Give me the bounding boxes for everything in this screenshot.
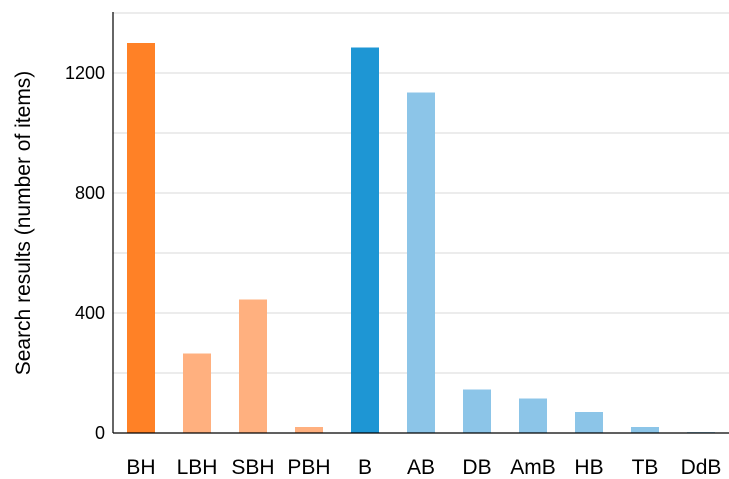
bar-sbh	[239, 299, 267, 433]
x-tick-label: TB	[632, 456, 659, 479]
y-tick-label: 0	[95, 423, 105, 443]
bar-ab	[407, 92, 435, 433]
x-tick-labels: BH LBH SBH PBH B AB DB AmB HB TB DdB	[126, 456, 721, 479]
y-tick-label: 1200	[65, 63, 105, 83]
x-tick-label: HB	[574, 456, 603, 479]
bar-b	[351, 47, 379, 433]
x-tick-label: PBH	[287, 456, 330, 479]
x-tick-label: SBH	[231, 456, 274, 479]
bars	[127, 43, 715, 433]
bar-tb	[631, 427, 659, 433]
bar-bh	[127, 43, 155, 433]
x-tick-label: LBH	[177, 456, 218, 479]
x-tick-label: DB	[462, 456, 491, 479]
x-tick-label: BH	[126, 456, 155, 479]
bar-lbh	[183, 353, 211, 433]
bar-pbh	[295, 427, 323, 433]
y-axis-title: Search results (number of items)	[12, 71, 35, 376]
x-tick-label: DdB	[681, 456, 722, 479]
x-tick-label: B	[358, 456, 372, 479]
bar-db	[463, 389, 491, 433]
y-tick-labels: 0 400 800 1200	[65, 63, 105, 443]
bar-amb	[519, 398, 547, 433]
bar-hb	[575, 412, 603, 433]
x-tick-label: AB	[407, 456, 435, 479]
x-tick-label: AmB	[510, 456, 556, 479]
y-tick-label: 800	[75, 183, 105, 203]
y-tick-label: 400	[75, 303, 105, 323]
axes	[112, 12, 729, 434]
